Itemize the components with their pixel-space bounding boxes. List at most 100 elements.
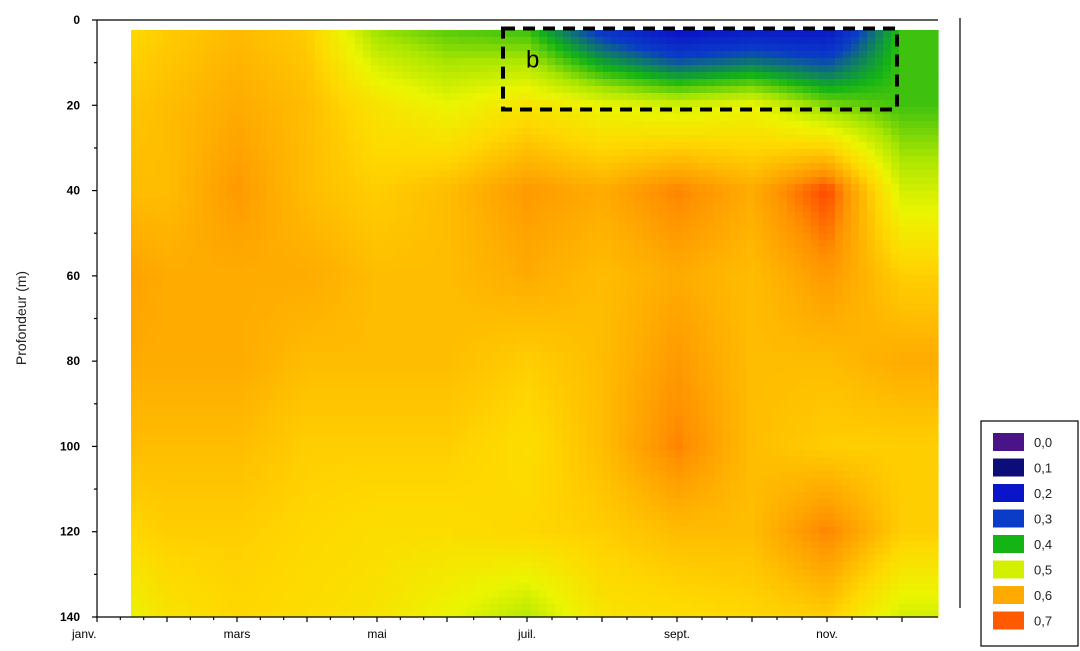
heatmap-cell xyxy=(235,324,244,332)
heatmap-cell xyxy=(331,373,340,381)
heatmap-cell xyxy=(347,373,356,381)
heatmap-cell xyxy=(603,282,612,290)
heatmap-cell xyxy=(563,135,572,143)
heatmap-cell xyxy=(867,226,876,234)
heatmap-cell xyxy=(499,121,508,129)
heatmap-cell xyxy=(347,268,356,276)
heatmap-cell xyxy=(635,324,644,332)
heatmap-cell xyxy=(235,205,244,213)
heatmap-cell xyxy=(859,338,868,346)
heatmap-cell xyxy=(811,240,820,248)
heatmap-cell xyxy=(875,93,884,101)
heatmap-cell xyxy=(683,93,692,101)
heatmap-cell xyxy=(931,58,939,66)
heatmap-cell xyxy=(635,114,644,122)
heatmap-cell xyxy=(923,261,932,269)
heatmap-cell xyxy=(459,184,468,192)
heatmap-cell xyxy=(851,261,860,269)
heatmap-cell xyxy=(331,72,340,80)
heatmap-cell xyxy=(267,352,276,360)
heatmap-cell xyxy=(323,100,332,108)
heatmap-cell xyxy=(907,93,916,101)
heatmap-cell xyxy=(491,191,500,199)
heatmap-cell xyxy=(507,170,516,178)
heatmap-cell xyxy=(395,275,404,283)
heatmap-cell xyxy=(643,359,652,367)
heatmap-cell xyxy=(315,338,324,346)
heatmap-cell xyxy=(323,142,332,150)
heatmap-cell xyxy=(571,317,580,325)
heatmap-cell xyxy=(683,366,692,374)
heatmap-cell xyxy=(587,135,596,143)
heatmap-cell xyxy=(603,198,612,206)
heatmap-cell xyxy=(235,254,244,262)
heatmap-cell xyxy=(307,240,316,248)
heatmap-cell xyxy=(499,254,508,262)
heatmap-cell xyxy=(851,142,860,150)
heatmap-cell xyxy=(363,268,372,276)
heatmap-cell xyxy=(803,338,812,346)
heatmap-cell xyxy=(347,198,356,206)
heatmap-cell xyxy=(299,373,308,381)
heatmap-cell xyxy=(171,310,180,318)
heatmap-cell xyxy=(643,121,652,129)
heatmap-cell xyxy=(907,128,916,136)
heatmap-cell xyxy=(683,268,692,276)
heatmap-cell xyxy=(531,128,540,136)
heatmap-cell xyxy=(707,170,716,178)
heatmap-cell xyxy=(459,317,468,325)
heatmap-cell xyxy=(451,86,460,94)
heatmap-cell xyxy=(891,198,900,206)
heatmap-cell xyxy=(315,303,324,311)
heatmap-cell xyxy=(339,156,348,164)
heatmap-cell xyxy=(795,338,804,346)
heatmap-cell xyxy=(907,86,916,94)
heatmap-cell xyxy=(859,93,868,101)
heatmap-cell xyxy=(715,366,724,374)
heatmap-cell xyxy=(435,37,444,45)
heatmap-cell xyxy=(683,275,692,283)
heatmap-cell xyxy=(867,142,876,150)
heatmap-cell xyxy=(659,289,668,297)
heatmap-cell xyxy=(659,219,668,227)
heatmap-cell xyxy=(283,205,292,213)
heatmap-cell xyxy=(451,352,460,360)
heatmap-cell xyxy=(467,191,476,199)
heatmap-cell xyxy=(755,58,764,66)
heatmap-cell xyxy=(323,58,332,66)
heatmap-cell xyxy=(811,100,820,108)
heatmap-cell xyxy=(563,58,572,66)
heatmap-cell xyxy=(891,156,900,164)
heatmap-cell xyxy=(739,268,748,276)
heatmap-cell xyxy=(787,345,796,353)
heatmap-cell xyxy=(443,191,452,199)
heatmap-cell xyxy=(451,205,460,213)
heatmap-cell xyxy=(691,198,700,206)
heatmap-cell xyxy=(443,128,452,136)
heatmap-cell xyxy=(387,240,396,248)
heatmap-cell xyxy=(291,296,300,304)
heatmap-cell xyxy=(507,121,516,129)
heatmap-cell xyxy=(315,51,324,59)
heatmap-cell xyxy=(355,121,364,129)
heatmap-cell xyxy=(611,37,620,45)
heatmap-cell xyxy=(427,345,436,353)
heatmap-cell xyxy=(395,310,404,318)
heatmap-cell xyxy=(339,86,348,94)
heatmap-cell xyxy=(403,170,412,178)
heatmap-cell xyxy=(171,93,180,101)
heatmap-cell xyxy=(547,331,556,339)
heatmap-cell xyxy=(907,247,916,255)
heatmap-cell xyxy=(515,359,524,367)
heatmap-cell xyxy=(355,289,364,297)
heatmap-cell xyxy=(483,268,492,276)
heatmap-cell xyxy=(803,345,812,353)
heatmap-cell xyxy=(747,303,756,311)
heatmap-cell xyxy=(627,30,636,38)
heatmap-cell xyxy=(235,30,244,38)
heatmap-cell xyxy=(747,247,756,255)
heatmap-cell xyxy=(771,37,780,45)
heatmap-cell xyxy=(435,121,444,129)
heatmap-cell xyxy=(507,226,516,234)
heatmap-cell xyxy=(931,317,939,325)
